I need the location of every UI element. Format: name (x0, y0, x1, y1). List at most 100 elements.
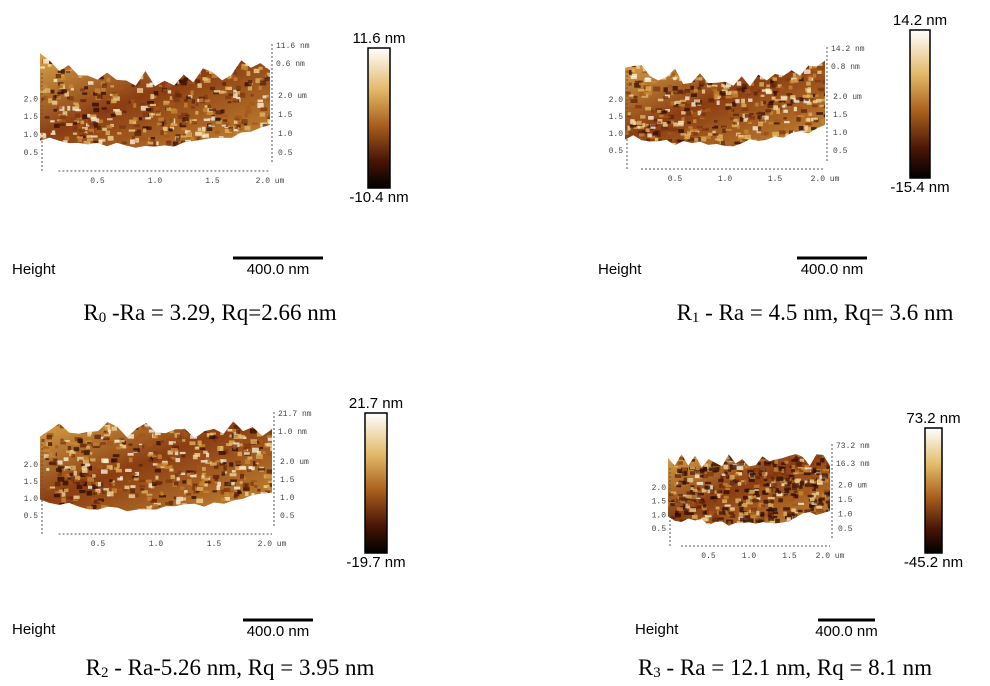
y-tick-label: 1.0 (278, 130, 293, 139)
x-tick-label: 1.5 (207, 540, 222, 549)
colorbar-min: -15.4 nm (890, 179, 949, 196)
caption-subscript: 3 (653, 665, 661, 681)
y-tick-label: 0.5 (833, 147, 848, 156)
caption-symbol: R (677, 300, 693, 325)
surface-texture (668, 454, 830, 526)
left-tick-label: 0.5 (24, 149, 39, 158)
y-tick-label: 1.0 (838, 511, 853, 520)
colorbar-max: 73.2 nm (906, 410, 960, 427)
left-tick-label: 0.5 (24, 512, 39, 521)
channel-label: Height (598, 261, 642, 278)
x-tick-label: 0.5 (701, 552, 716, 561)
y-tick-label: 2.0 um (280, 458, 309, 467)
left-tick-label: 1.5 (24, 478, 39, 487)
scale-bar-label: 400.0 nm (815, 623, 878, 640)
channel-label: Height (12, 621, 56, 638)
caption: R2 - Ra-5.26 nm, Rq = 3.95 nm (86, 655, 375, 681)
left-tick-label: 2.0 (652, 484, 667, 493)
caption: R0 -Ra = 3.29, Rq=2.66 nm (83, 300, 336, 326)
x-tick-label: 1.5 (768, 175, 783, 184)
y-tick-label: 2.0 um (278, 92, 307, 101)
scale-bar-label: 400.0 nm (247, 623, 310, 640)
z-tick-label: 0.6 nm (276, 60, 305, 69)
colorbar (367, 47, 391, 189)
colorbar-max: 14.2 nm (893, 12, 947, 29)
left-tick-label: 0.5 (652, 525, 667, 534)
colorbar (909, 29, 931, 179)
caption-text: - Ra = 4.5 nm, Rq= 3.6 nm (699, 300, 953, 325)
colorbar-max: 21.7 nm (349, 395, 403, 412)
caption: R1 - Ra = 4.5 nm, Rq= 3.6 nm (677, 300, 954, 326)
channel-label: Height (12, 261, 56, 278)
caption-symbol: R (86, 655, 102, 680)
x-tick-label: 0.5 (91, 540, 106, 549)
caption-subscript: 0 (99, 310, 107, 326)
x-tick-label: 2.0 um (816, 552, 845, 561)
y-tick-label: 1.5 (833, 111, 848, 120)
left-tick-label: 1.0 (24, 131, 39, 140)
z-tick-label: 1.0 nm (278, 428, 307, 437)
x-tick-label: 1.0 (148, 177, 163, 186)
left-tick-label: 0.5 (609, 147, 624, 156)
z-tick-label: 21.7 nm (278, 410, 312, 419)
left-tick-label: 1.0 (609, 130, 624, 139)
colorbar (924, 427, 943, 554)
caption-text: -Ra = 3.29, Rq=2.66 nm (106, 300, 336, 325)
y-tick-label: 1.0 (280, 494, 295, 503)
colorbar-min: -10.4 nm (349, 189, 408, 206)
scale-bar-label: 400.0 nm (801, 261, 864, 278)
x-tick-label: 2.0 um (811, 175, 840, 184)
y-tick-label: 0.5 (280, 512, 295, 521)
x-tick-label: 1.0 (149, 540, 164, 549)
colorbar-min: -45.2 nm (904, 554, 963, 571)
y-tick-label: 2.0 um (838, 482, 867, 491)
y-tick-label: 0.5 (838, 525, 853, 534)
x-tick-label: 0.5 (90, 177, 105, 186)
z-tick-label: 16.3 nm (836, 460, 870, 469)
y-tick-label: 1.5 (278, 111, 293, 120)
left-tick-label: 1.5 (609, 113, 624, 122)
left-tick-label: 1.5 (652, 498, 667, 507)
x-tick-label: 2.0 um (256, 177, 285, 186)
left-tick-label: 1.0 (652, 511, 667, 520)
left-tick-label: 1.0 (24, 495, 39, 504)
colorbar-min: -19.7 nm (346, 554, 405, 571)
z-tick-label: 0.8 nm (831, 63, 860, 72)
caption-subscript: 1 (692, 310, 700, 326)
y-tick-label: 1.5 (838, 496, 853, 505)
channel-label: Height (635, 621, 679, 638)
afm-panel: 0.5 1.0 1.5 2.0 um 2.0 um 1.5 1.0 0.5 2.0 1.5 1.0 0… (635, 410, 963, 681)
z-tick-label: 73.2 nm (836, 442, 870, 451)
caption-symbol: R (83, 300, 99, 325)
x-tick-label: 1.0 (742, 552, 757, 561)
left-tick-label: 1.5 (24, 113, 39, 122)
y-tick-label: 1.5 (280, 476, 295, 485)
z-tick-label: 11.6 nm (276, 42, 310, 51)
y-tick-label: 1.0 (833, 129, 848, 138)
x-tick-label: 2.0 um (258, 540, 287, 549)
z-tick-label: 14.2 nm (831, 45, 865, 54)
afm-panel: 0.5 1.0 1.5 2.0 um 2.0 um 1.5 1.0 0.5 2.0 1.5 1.0 0… (12, 30, 409, 326)
x-tick-label: 1.0 (718, 175, 733, 184)
afm-panel: 0.5 1.0 1.5 2.0 um 2.0 um 1.5 1.0 0.5 2.0 1.5 1.0 0… (598, 12, 954, 326)
x-tick-label: 0.5 (668, 175, 683, 184)
y-tick-label: 0.5 (278, 149, 293, 158)
caption: R3 - Ra = 12.1 nm, Rq = 8.1 nm (638, 655, 932, 681)
colorbar (364, 412, 388, 554)
caption-symbol: R (638, 655, 654, 680)
scale-bar-label: 400.0 nm (247, 261, 310, 278)
left-tick-label: 2.0 (609, 96, 624, 105)
x-tick-label: 1.5 (205, 177, 220, 186)
caption-text: - Ra = 12.1 nm, Rq = 8.1 nm (661, 655, 932, 680)
surface-texture (625, 60, 825, 147)
y-tick-label: 2.0 um (833, 93, 862, 102)
colorbar-max: 11.6 nm (352, 30, 405, 47)
afm-panel: 0.5 1.0 1.5 2.0 um 2.0 um 1.5 1.0 0.5 2.0 1.5 1.0 0… (12, 395, 406, 681)
left-tick-label: 2.0 (24, 95, 39, 104)
caption-subscript: 2 (101, 665, 109, 681)
x-tick-label: 1.5 (782, 552, 797, 561)
left-tick-label: 2.0 (24, 461, 39, 470)
caption-text: - Ra-5.26 nm, Rq = 3.95 nm (108, 655, 374, 680)
